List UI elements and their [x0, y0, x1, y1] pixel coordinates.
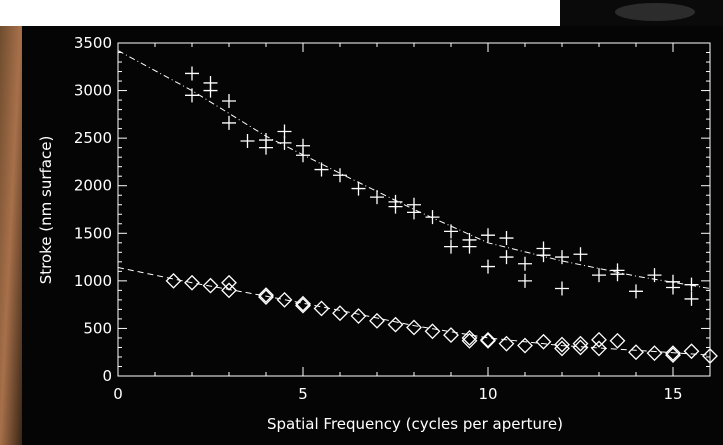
- diamond-marker: [646, 345, 663, 362]
- plus-marker: [481, 259, 495, 274]
- x-tick-label: 5: [298, 385, 308, 403]
- diamond-marker: [480, 331, 496, 348]
- diamond-marker: [628, 344, 644, 361]
- diamond-marker: [258, 289, 274, 305]
- diamond-marker: [221, 282, 237, 299]
- plus-marker: [647, 268, 662, 283]
- y-tick-label: 1000: [74, 272, 112, 290]
- diamond-marker: [665, 345, 681, 362]
- diamond-marker: [554, 340, 570, 357]
- y-tick-label: 0: [102, 367, 112, 385]
- diamond-marker: [387, 316, 404, 333]
- y-tick-label: 2500: [74, 129, 112, 147]
- diamond-marker: [295, 297, 311, 314]
- tick-labels: 0 5 10 15 0 500 1000 1500 2000 2500 3000 3500: [74, 34, 683, 403]
- plus-marker: [222, 94, 236, 109]
- plus-marker: [296, 148, 310, 163]
- diamond-marker: [498, 335, 515, 352]
- diamond-marker: [202, 277, 219, 294]
- plus-marker: [333, 168, 347, 183]
- plus-marker: [314, 162, 329, 177]
- diamond-marker: [406, 319, 422, 336]
- diamond-marker: [313, 300, 330, 317]
- plus-marker: [185, 66, 199, 81]
- plus-marker: [555, 250, 569, 265]
- diamond-marker: [554, 336, 570, 353]
- diamond-marker: [517, 337, 533, 354]
- plus-marker: [222, 115, 236, 130]
- plus-marker: [518, 256, 532, 271]
- diamond-marker: [591, 340, 607, 357]
- y-tick-label: 3500: [74, 34, 112, 52]
- diamond-marker: [165, 272, 182, 289]
- diamond-marker: [609, 332, 626, 349]
- plus-marker: [573, 247, 588, 262]
- plus-marker: [370, 190, 384, 205]
- plus-marker: [462, 239, 477, 254]
- diamond-marker: [480, 332, 496, 349]
- diamond-marker: [332, 305, 348, 322]
- y-axis-label: Stroke (nm surface): [37, 136, 55, 285]
- plus-marker: [351, 181, 366, 196]
- diamond-marker: [258, 287, 274, 304]
- plus-marker: [240, 133, 255, 148]
- diamond-marker: [572, 335, 589, 352]
- plus-marker: [407, 205, 421, 220]
- plus-marker: [499, 231, 514, 246]
- diamond-marker: [221, 274, 237, 291]
- plus-marker: [185, 88, 199, 103]
- plus-marker: [684, 291, 699, 306]
- y-tick-label: 2000: [74, 177, 112, 195]
- plus-marker: [610, 267, 625, 282]
- plus-marker: [203, 83, 218, 98]
- y-tick-label: 3000: [74, 82, 112, 100]
- plus-marker: [666, 280, 680, 295]
- diamond-marker: [683, 343, 700, 360]
- plus-marker: [481, 228, 495, 243]
- x-tick-label: 10: [478, 385, 497, 403]
- diamond-marker: [572, 339, 589, 356]
- dash-dot-fit-line: [117, 50, 711, 289]
- diamond-marker: [295, 295, 311, 312]
- diamond-marker: [461, 332, 478, 349]
- diamond-marker: [665, 347, 681, 363]
- y-tick-label: 1500: [74, 224, 112, 242]
- plus-marker: [259, 140, 273, 155]
- plus-marker: [629, 284, 643, 299]
- plus-marker: [499, 250, 514, 265]
- plus-marker: [555, 281, 569, 296]
- plus-marker: [444, 239, 458, 254]
- x-axis-label: Spatial Frequency (cycles per aperture): [267, 415, 563, 433]
- diamond-marker: [535, 333, 552, 350]
- diamond-marker: [276, 291, 293, 308]
- diamond-marker: [184, 274, 200, 291]
- diamond-marker: [424, 323, 441, 340]
- plus-marker: [444, 224, 458, 239]
- plus-marker: [425, 210, 440, 225]
- x-tick-label: 15: [663, 385, 682, 403]
- plus-marker: [592, 268, 606, 283]
- plus-marker: [536, 248, 551, 263]
- dashed-fit-line: [117, 267, 711, 356]
- diamond-marker: [443, 327, 459, 344]
- diamond-marker: [369, 312, 385, 329]
- diamond-marker: [702, 348, 718, 364]
- x-tick-label: 0: [113, 385, 123, 403]
- plus-marker: [388, 199, 403, 214]
- axes: [117, 42, 711, 377]
- plus-marker: [518, 273, 532, 288]
- plus-marker: [684, 277, 699, 292]
- data-markers: [165, 66, 718, 364]
- plus-marker: [277, 135, 292, 150]
- diamond-marker: [350, 308, 367, 324]
- diamond-marker: [591, 331, 607, 348]
- y-tick-label: 500: [83, 319, 112, 337]
- diamond-marker: [461, 330, 478, 346]
